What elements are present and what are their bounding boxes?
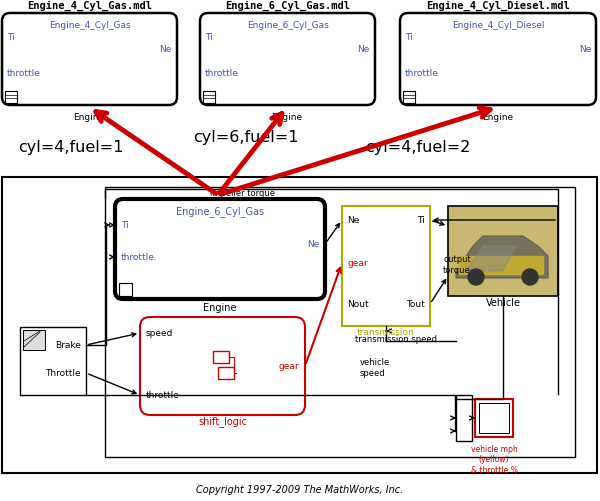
- Text: cyl=4,fuel=1: cyl=4,fuel=1: [18, 140, 124, 155]
- Bar: [218, 367, 233, 379]
- Bar: [212, 351, 229, 363]
- Text: throttle: throttle: [405, 69, 439, 78]
- Text: Ne: Ne: [160, 45, 172, 54]
- Text: Ti: Ti: [121, 221, 129, 230]
- Bar: [342, 206, 430, 326]
- FancyBboxPatch shape: [2, 14, 177, 106]
- Text: throttle: throttle: [121, 253, 155, 262]
- FancyBboxPatch shape: [400, 14, 596, 106]
- Text: Brake: Brake: [55, 341, 81, 350]
- Bar: [203, 92, 215, 104]
- Polygon shape: [466, 246, 516, 272]
- Text: Engine_6_Cyl_Gas: Engine_6_Cyl_Gas: [176, 206, 264, 217]
- FancyBboxPatch shape: [140, 317, 305, 415]
- Bar: [105, 188, 575, 457]
- Text: transmission speed: transmission speed: [355, 335, 437, 344]
- Circle shape: [522, 270, 538, 286]
- Text: Ti: Ti: [205, 34, 213, 43]
- Text: throttle: throttle: [205, 69, 239, 78]
- Bar: [475, 399, 513, 437]
- Text: cyl=4,fuel=2: cyl=4,fuel=2: [365, 140, 470, 155]
- Bar: [403, 92, 415, 104]
- Text: Copyright 1997-2009 The MathWorks, Inc.: Copyright 1997-2009 The MathWorks, Inc.: [196, 484, 404, 494]
- Text: speed: speed: [146, 329, 173, 338]
- Text: vehicle
speed: vehicle speed: [360, 358, 390, 377]
- Text: throttle: throttle: [146, 391, 180, 400]
- Text: Engine_6_Cyl_Gas: Engine_6_Cyl_Gas: [247, 22, 328, 31]
- Polygon shape: [456, 236, 548, 279]
- Text: vehicle mph
(yellow)
& throttle %: vehicle mph (yellow) & throttle %: [470, 444, 517, 474]
- Text: Ne: Ne: [307, 240, 319, 249]
- Text: output
torque: output torque: [443, 255, 471, 274]
- Text: gear: gear: [347, 259, 368, 268]
- Text: Ti: Ti: [417, 216, 425, 225]
- Text: Engine: Engine: [203, 303, 237, 313]
- Text: cyl=6,fuel=1: cyl=6,fuel=1: [193, 130, 299, 145]
- Bar: [456, 395, 472, 441]
- Text: Engine_6_Cyl_Gas.mdl: Engine_6_Cyl_Gas.mdl: [225, 1, 350, 11]
- Text: Engine: Engine: [73, 112, 104, 121]
- Text: Engine_4_Cyl_Diesel.mdl: Engine_4_Cyl_Diesel.mdl: [426, 1, 570, 11]
- Text: Throttle: Throttle: [46, 369, 81, 378]
- FancyBboxPatch shape: [200, 14, 375, 106]
- Text: Engine: Engine: [271, 112, 302, 121]
- Bar: [2, 178, 597, 473]
- Text: Engine_4_Cyl_Gas.mdl: Engine_4_Cyl_Gas.mdl: [27, 1, 152, 11]
- Bar: [20, 327, 86, 395]
- Circle shape: [468, 270, 484, 286]
- Text: Ti: Ti: [7, 34, 15, 43]
- Bar: [448, 206, 558, 297]
- Text: Ne: Ne: [347, 216, 359, 225]
- Text: Tout: Tout: [406, 300, 425, 309]
- Text: Nout: Nout: [347, 300, 368, 309]
- Bar: [479, 403, 509, 433]
- Text: shift_logic: shift_logic: [198, 416, 247, 427]
- Text: Ti: Ti: [405, 34, 413, 43]
- Text: Vehicle: Vehicle: [485, 298, 521, 308]
- Text: Engine_4_Cyl_Diesel: Engine_4_Cyl_Diesel: [452, 22, 544, 31]
- Text: Ne: Ne: [578, 45, 591, 54]
- Text: transmission: transmission: [357, 328, 415, 337]
- Bar: [23, 330, 45, 350]
- Text: gear: gear: [278, 362, 299, 371]
- Polygon shape: [458, 257, 543, 275]
- Text: Engine_4_Cyl_Gas: Engine_4_Cyl_Gas: [49, 22, 130, 31]
- Text: Engine: Engine: [482, 112, 514, 121]
- Bar: [5, 92, 17, 104]
- Text: throttle: throttle: [7, 69, 41, 78]
- FancyBboxPatch shape: [115, 199, 325, 300]
- Text: impeller torque: impeller torque: [210, 188, 275, 197]
- Bar: [119, 284, 132, 297]
- Text: Ne: Ne: [358, 45, 370, 54]
